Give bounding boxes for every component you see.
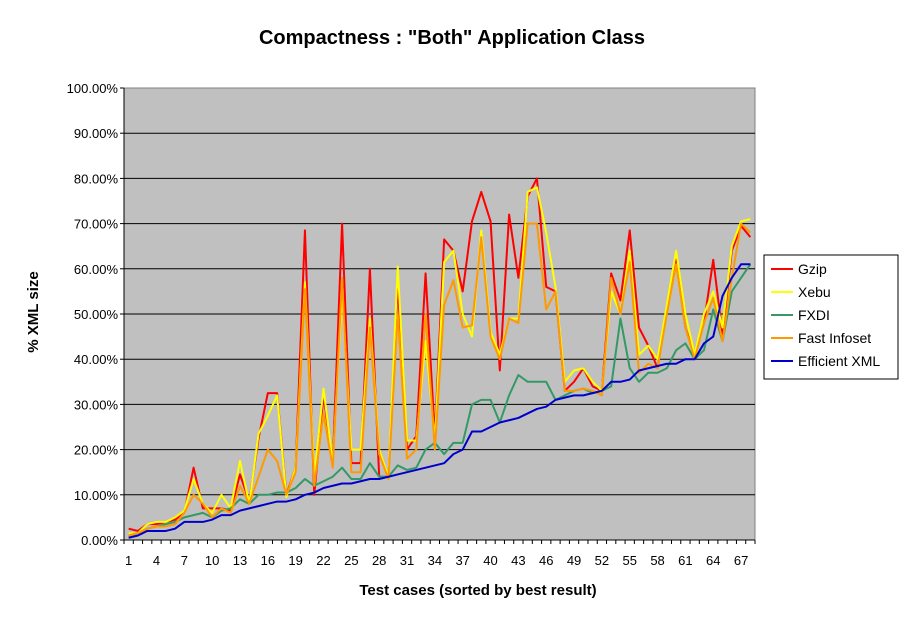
x-tick-label: 67 — [734, 553, 748, 568]
legend-label: Gzip — [798, 261, 827, 277]
y-tick-label: 90.00% — [74, 126, 119, 141]
x-tick-label: 31 — [400, 553, 414, 568]
y-axis-ticks: 0.00% 10.00% 20.00% 30.00% 40.00% 50.00% 60.00… — [67, 81, 124, 548]
legend-label: Xebu — [798, 284, 831, 300]
y-tick-label: 100.00% — [67, 81, 119, 96]
series-line-xebu — [128, 186, 751, 535]
x-tick-label: 52 — [595, 553, 609, 568]
x-tick-label: 34 — [428, 553, 442, 568]
chart-title: Compactness : "Both" Application Class — [259, 27, 645, 49]
y-tick-label: 40.00% — [74, 352, 119, 367]
x-tick-label: 40 — [483, 553, 497, 568]
y-axis-title: % XML size — [25, 271, 42, 352]
x-tick-label: 22 — [316, 553, 330, 568]
series-line-efficient-xml — [128, 263, 751, 539]
x-tick-label: 46 — [539, 553, 553, 568]
y-tick-label: 20.00% — [74, 443, 119, 458]
x-tick-label: 7 — [181, 553, 188, 568]
x-tick-label: 61 — [678, 553, 692, 568]
x-tick-label: 55 — [622, 553, 636, 568]
legend-label: Efficient XML — [798, 353, 880, 369]
y-tick-label: 50.00% — [74, 307, 119, 322]
x-tick-label: 28 — [372, 553, 386, 568]
x-axis-ticks: 1 4 7 10 13 16 19 22 25 28 31 34 37 40 43 46 49 52 55 58 61 6… — [123, 540, 756, 568]
legend: Gzip Xebu FXDI Fast Infoset Efficient XML — [763, 254, 899, 380]
x-tick-label: 43 — [511, 553, 525, 568]
legend-label: Fast Infoset — [798, 330, 871, 346]
x-axis-title: Test cases (sorted by best result) — [359, 582, 596, 599]
y-tick-label: 70.00% — [74, 217, 119, 232]
y-tick-label: 30.00% — [74, 397, 119, 412]
x-tick-label: 16 — [261, 553, 275, 568]
gridlines — [123, 88, 755, 541]
legend-label: FXDI — [798, 307, 830, 323]
x-tick-label: 25 — [344, 553, 358, 568]
y-tick-label: 10.00% — [74, 488, 119, 503]
y-tick-label: 0.00% — [81, 533, 118, 548]
x-tick-label: 13 — [233, 553, 247, 568]
x-tick-label: 4 — [153, 553, 160, 568]
series-lines — [128, 177, 752, 539]
x-tick-label: 58 — [650, 553, 664, 568]
x-tick-label: 49 — [567, 553, 581, 568]
x-tick-label: 10 — [205, 553, 219, 568]
y-tick-label: 60.00% — [74, 262, 119, 277]
x-tick-label: 1 — [125, 553, 132, 568]
legend-box — [763, 254, 899, 380]
x-tick-label: 64 — [706, 553, 720, 568]
x-tick-label: 19 — [288, 553, 302, 568]
x-tick-label: 37 — [455, 553, 469, 568]
y-tick-label: 80.00% — [74, 171, 119, 186]
series-line-fast-infoset — [128, 222, 752, 537]
